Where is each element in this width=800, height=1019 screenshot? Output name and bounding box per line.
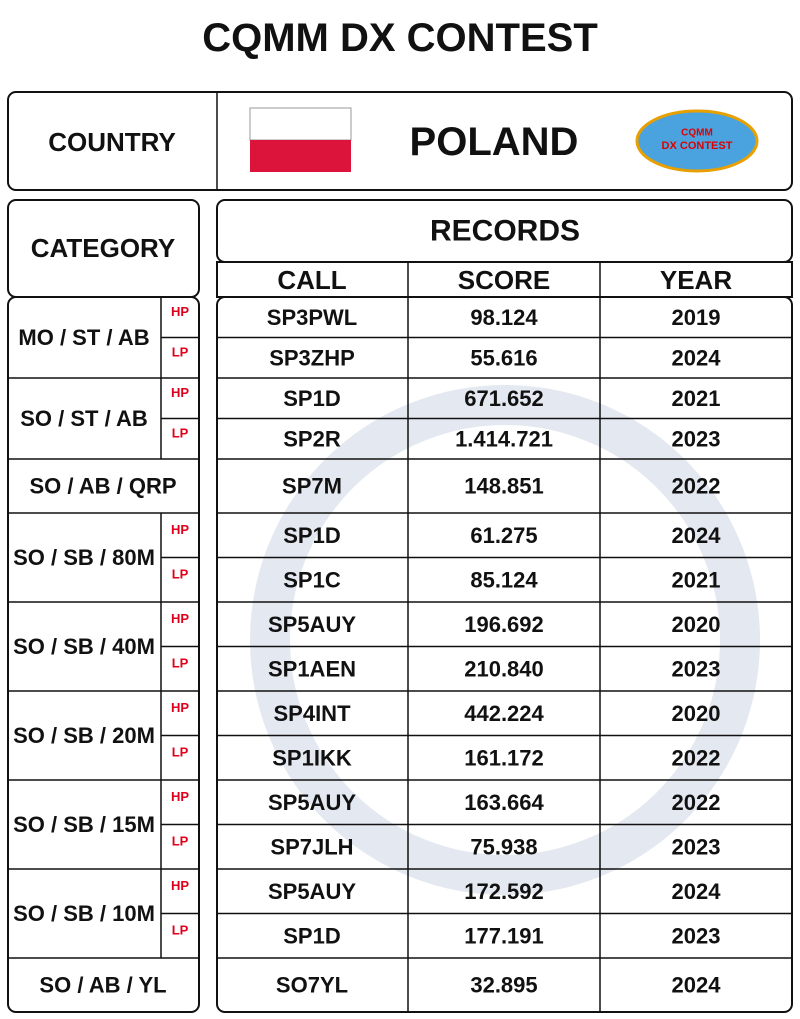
record-cell: SP5AUY: [268, 612, 356, 637]
power-label: HP: [171, 789, 189, 804]
record-cell: 85.124: [470, 567, 538, 592]
country-label: COUNTRY: [48, 127, 176, 157]
power-label: HP: [171, 304, 189, 319]
category-name: SO / AB / YL: [39, 973, 166, 998]
record-cell: 98.124: [470, 305, 538, 330]
country-name: POLAND: [410, 120, 579, 164]
records-title: RECORDS: [430, 215, 580, 248]
column-header: SCORE: [458, 265, 550, 295]
record-cell: SP1AEN: [268, 656, 356, 681]
record-cell: 2023: [672, 923, 721, 948]
category-name: SO / SB / 40M: [13, 634, 155, 659]
record-cell: 1.414.721: [455, 426, 553, 451]
record-cell: 2019: [672, 305, 721, 330]
record-cell: 2022: [672, 790, 721, 815]
record-cell: 32.895: [470, 973, 537, 998]
record-cell: 210.840: [464, 656, 544, 681]
record-cell: SP1IKK: [272, 745, 352, 770]
record-cell: 2020: [672, 612, 721, 637]
record-cell: SP7JLH: [270, 834, 353, 859]
logo-text: CQMM: [681, 128, 713, 139]
power-label: LP: [172, 566, 189, 581]
record-cell: SP4INT: [273, 701, 351, 726]
record-cell: 61.275: [470, 523, 537, 548]
record-cell: SP7M: [282, 474, 342, 499]
category-column: [7, 296, 200, 1013]
category-name: SO / ST / AB: [20, 406, 148, 431]
category-name: SO / SB / 10M: [13, 901, 155, 926]
record-cell: SP1C: [283, 567, 341, 592]
record-cell: 177.191: [464, 923, 544, 948]
record-cell: 161.172: [464, 745, 544, 770]
category-name: SO / AB / QRP: [29, 474, 176, 499]
record-cell: 148.851: [464, 474, 544, 499]
power-label: HP: [171, 522, 189, 537]
record-cell: SP1D: [283, 386, 340, 411]
record-cell: 163.664: [464, 790, 544, 815]
power-label: LP: [172, 655, 189, 670]
record-cell: 2024: [672, 973, 722, 998]
flag-red: [250, 140, 351, 172]
record-cell: 2024: [672, 523, 722, 548]
title: CQMM DX CONTEST: [202, 16, 598, 60]
country-box: [7, 91, 793, 191]
record-cell: SP5AUY: [268, 879, 356, 904]
record-cell: 2023: [672, 834, 721, 859]
power-label: LP: [172, 833, 189, 848]
category-name: SO / SB / 15M: [13, 812, 155, 837]
power-label: LP: [172, 344, 189, 359]
record-cell: 2022: [672, 745, 721, 770]
record-cell: 671.652: [464, 386, 544, 411]
category-name: SO / SB / 80M: [13, 545, 155, 570]
record-cell: 442.224: [464, 701, 544, 726]
watermark: [250, 385, 760, 895]
power-label: HP: [171, 878, 189, 893]
record-cell: 2020: [672, 701, 721, 726]
power-label: HP: [171, 385, 189, 400]
record-cell: SP5AUY: [268, 790, 356, 815]
column-header: YEAR: [660, 265, 732, 295]
record-cell: 2024: [672, 345, 722, 370]
logo-globe: [635, 109, 759, 173]
category-name: MO / ST / AB: [18, 325, 149, 350]
flag-white: [249, 107, 352, 141]
record-cell: 2024: [672, 879, 722, 904]
record-cell: SP3PWL: [267, 305, 357, 330]
logo-text: DX CONTEST: [662, 140, 733, 152]
record-cell: 2021: [672, 386, 721, 411]
power-label: HP: [171, 700, 189, 715]
power-label: LP: [172, 744, 189, 759]
record-cell: 2021: [672, 567, 721, 592]
record-cell: SO7YL: [276, 973, 348, 998]
power-label: LP: [172, 425, 189, 440]
category-label: CATEGORY: [31, 233, 175, 263]
record-cell: 55.616: [470, 345, 537, 370]
power-label: LP: [172, 922, 189, 937]
records-table: [216, 296, 793, 1013]
record-cell: 75.938: [470, 834, 537, 859]
record-cell: SP3ZHP: [269, 345, 355, 370]
category-name: SO / SB / 20M: [13, 723, 155, 748]
record-cell: SP2R: [283, 426, 341, 451]
column-header: CALL: [277, 265, 346, 295]
power-label: HP: [171, 611, 189, 626]
record-cell: 196.692: [464, 612, 544, 637]
record-cell: SP1D: [283, 523, 340, 548]
record-cell: SP1D: [283, 923, 340, 948]
record-cell: 2023: [672, 426, 721, 451]
record-cell: 2022: [672, 474, 721, 499]
record-cell: 172.592: [464, 879, 544, 904]
record-cell: 2023: [672, 656, 721, 681]
